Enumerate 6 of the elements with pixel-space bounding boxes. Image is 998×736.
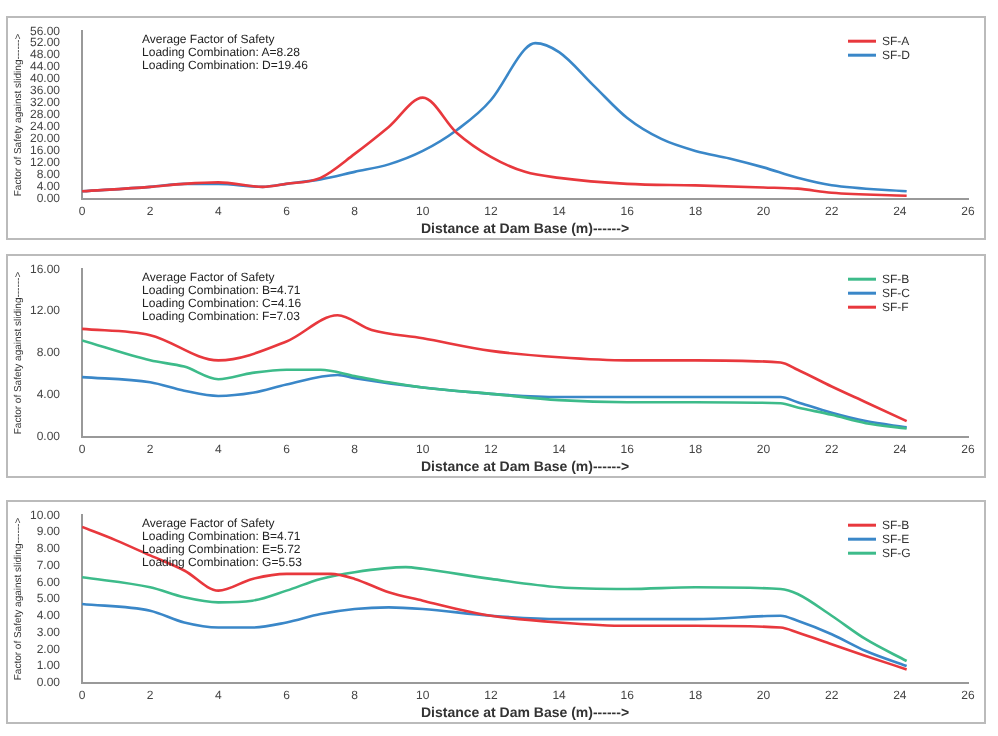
line-series (82, 602, 908, 668)
line-series (82, 339, 908, 430)
line-series (82, 96, 908, 198)
line-series (82, 313, 908, 423)
line-series (82, 565, 908, 663)
line-series (82, 373, 908, 429)
